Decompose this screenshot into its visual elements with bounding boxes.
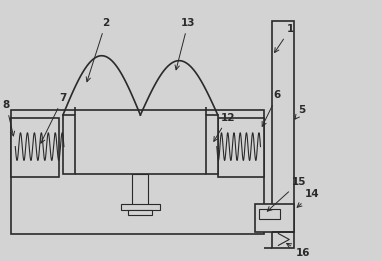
Text: 6: 6 — [262, 90, 281, 126]
Text: 5: 5 — [295, 105, 306, 119]
Text: 2: 2 — [86, 18, 109, 82]
Bar — [11, 118, 59, 177]
Text: 7: 7 — [41, 93, 66, 143]
Text: 12: 12 — [214, 113, 235, 141]
Bar — [128, 210, 152, 215]
Text: 16: 16 — [286, 244, 311, 258]
Text: 1: 1 — [275, 24, 294, 52]
Bar — [11, 110, 264, 234]
Bar — [206, 115, 218, 174]
Text: 8: 8 — [3, 100, 15, 136]
Bar — [120, 204, 160, 210]
Text: 15: 15 — [267, 177, 306, 211]
Bar — [254, 204, 294, 232]
Bar — [63, 115, 75, 174]
Bar — [259, 209, 280, 219]
Bar — [272, 21, 294, 248]
Text: 13: 13 — [175, 18, 195, 70]
Bar — [218, 118, 264, 177]
Text: 14: 14 — [297, 189, 319, 207]
